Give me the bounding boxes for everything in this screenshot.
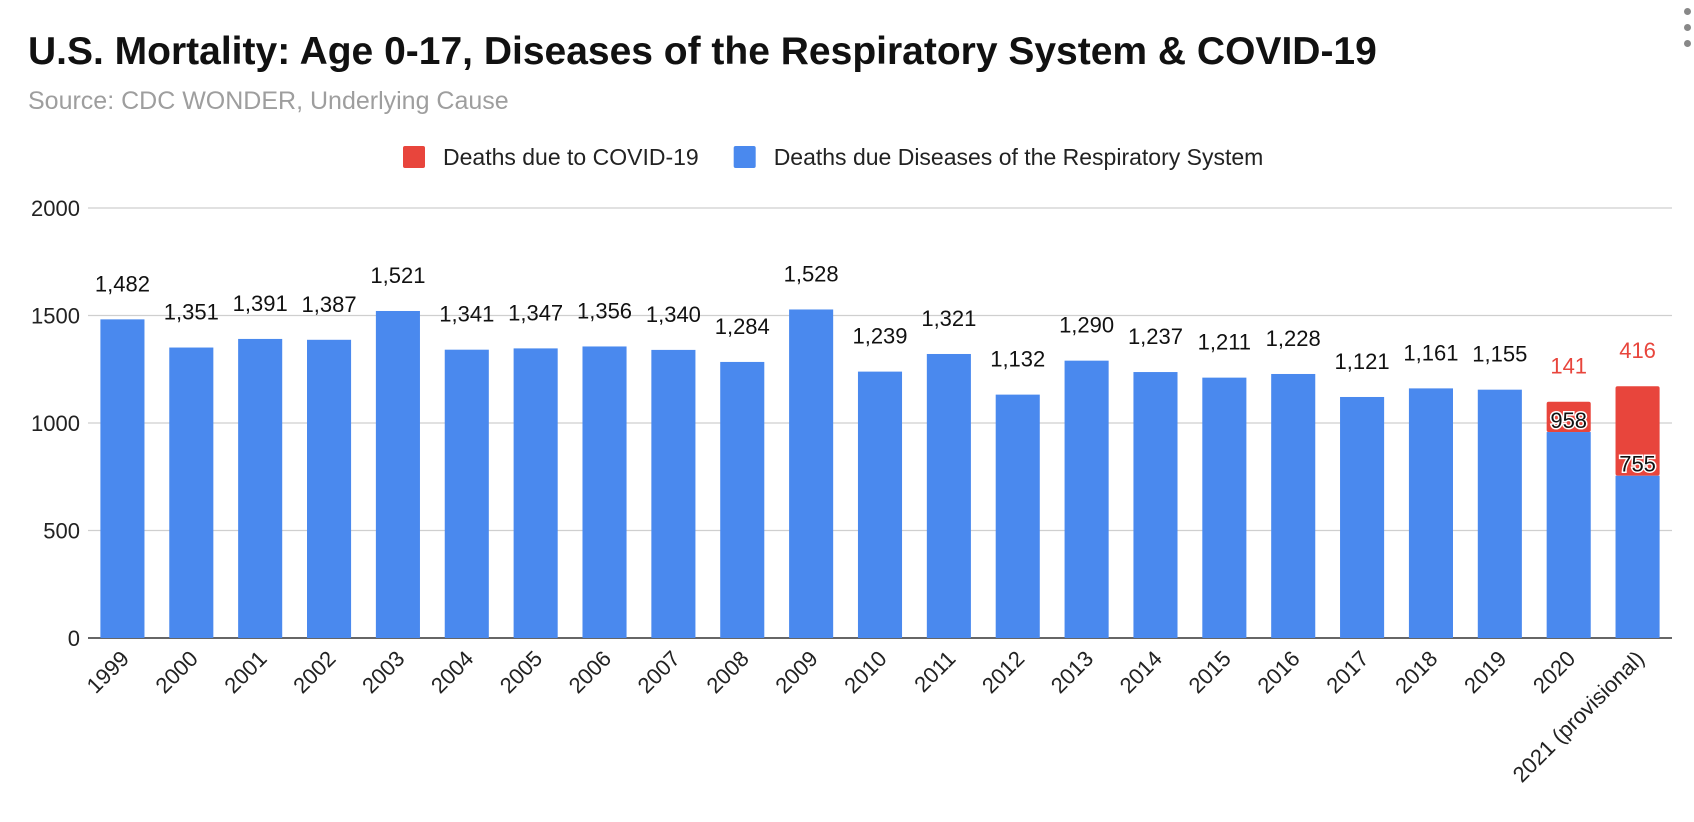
data-label-respiratory: 1,155 (1472, 342, 1527, 367)
legend-swatch (733, 146, 756, 168)
data-label-respiratory: 1,239 (852, 324, 907, 349)
data-label-respiratory: 1,482 (95, 271, 150, 296)
legend-label: Deaths due to COVID-19 (443, 144, 699, 170)
data-label-respiratory: 1,284 (715, 314, 770, 339)
bar-respiratory[interactable] (307, 339, 352, 638)
x-tick-label: 2010 (839, 646, 891, 698)
bar-respiratory[interactable] (651, 349, 696, 638)
data-label-respiratory: 1,290 (1059, 313, 1114, 338)
data-label-covid: 141 (1550, 354, 1587, 379)
bar-respiratory[interactable] (1271, 373, 1316, 638)
bar-respiratory[interactable] (720, 361, 765, 638)
data-label-respiratory: 1,211 (1198, 330, 1251, 355)
y-tick-label: 1000 (31, 411, 80, 436)
y-tick-label: 0 (68, 626, 80, 651)
legend-label: Deaths due Diseases of the Respiratory S… (774, 144, 1264, 170)
data-label-respiratory: 1,521 (370, 263, 425, 288)
y-axis: 0 500 1000 1500 2000 (31, 196, 80, 651)
data-label-covid: 416 (1619, 338, 1656, 363)
data-label-respiratory: 1,528 (784, 261, 839, 286)
data-label-respiratory: 1,228 (1266, 326, 1321, 351)
bar-respiratory[interactable] (582, 346, 627, 638)
bar-respiratory[interactable] (857, 371, 903, 638)
y-tick-label: 2000 (31, 196, 80, 221)
bar-respiratory[interactable] (1615, 475, 1660, 638)
more-options-icon[interactable] (1680, 6, 1694, 52)
x-tick-label: 2013 (1046, 646, 1098, 698)
data-label-respiratory: 1,132 (990, 347, 1045, 372)
x-tick-label: 2005 (495, 646, 547, 698)
bar-respiratory[interactable] (169, 347, 214, 638)
data-label-respiratory: 755 (1619, 452, 1656, 477)
bar-covid[interactable] (1546, 401, 1591, 433)
bar-respiratory[interactable] (1133, 372, 1178, 638)
bar-respiratory[interactable] (926, 353, 971, 638)
x-tick-label: 2003 (357, 646, 409, 698)
x-tick-label: 2020 (1528, 646, 1580, 698)
x-tick-label: 2008 (702, 646, 754, 698)
bars (100, 309, 1660, 638)
y-tick-label: 500 (43, 519, 80, 544)
data-label-respiratory: 958 (1550, 408, 1587, 433)
chart-subtitle: Source: CDC WONDER, Underlying Cause (28, 87, 509, 115)
x-tick-label: 2016 (1252, 646, 1304, 698)
data-label-respiratory: 1,351 (164, 300, 219, 325)
legend-swatch (403, 146, 425, 168)
bar-respiratory[interactable] (513, 348, 558, 638)
bar-respiratory[interactable] (375, 310, 420, 638)
y-tick-label: 1500 (31, 304, 80, 329)
bar-respiratory[interactable] (1202, 377, 1247, 638)
x-axis: 1999 2000 2001 2002 2003 2004 2005 2006 2007 2008… (82, 646, 1649, 787)
data-label-respiratory: 1,340 (646, 302, 701, 327)
x-tick-label: 2000 (151, 646, 203, 698)
x-tick-label: 2019 (1459, 646, 1511, 698)
bar-covid[interactable] (1615, 386, 1660, 476)
x-tick-label: 1999 (82, 646, 134, 698)
bar-respiratory[interactable] (1546, 432, 1591, 638)
bar-respiratory[interactable] (1064, 360, 1109, 638)
bar-respiratory[interactable] (1477, 389, 1522, 638)
x-tick-label: 2006 (564, 646, 616, 698)
data-label-respiratory: 1,391 (233, 291, 288, 316)
data-label-respiratory: 1,121 (1335, 349, 1390, 374)
bar-respiratory[interactable] (238, 338, 283, 638)
bar-respiratory[interactable] (444, 349, 489, 638)
x-tick-label: 2009 (770, 646, 822, 698)
x-tick-label: 2004 (426, 646, 478, 698)
data-label-respiratory: 1,387 (302, 292, 357, 317)
data-label-respiratory: 1,237 (1128, 324, 1183, 349)
data-label-respiratory: 1,161 (1403, 340, 1458, 365)
x-tick-label: 2011 (909, 646, 960, 697)
bar-respiratory[interactable] (1340, 396, 1385, 638)
data-label-respiratory: 1,347 (508, 300, 563, 325)
data-label-respiratory: 1,356 (577, 298, 632, 323)
x-tick-label: 2012 (977, 646, 1029, 698)
bar-respiratory[interactable] (100, 319, 145, 638)
x-tick-label: 2015 (1184, 646, 1236, 698)
x-tick-label: 2007 (633, 646, 685, 698)
data-label-respiratory: 1,341 (439, 302, 494, 327)
x-tick-label: 2018 (1390, 646, 1442, 698)
x-tick-label: 2021 (provisional) (1508, 646, 1649, 787)
bar-respiratory[interactable] (789, 309, 834, 638)
data-labels: 1,482 1,351 1,391 1,387 1,521 1,341 1,347 1,356… (95, 261, 1658, 478)
x-tick-label: 2014 (1115, 646, 1167, 698)
bar-respiratory[interactable] (1408, 388, 1453, 638)
x-tick-label: 2002 (288, 646, 340, 698)
bar-respiratory[interactable] (995, 394, 1040, 638)
x-tick-label: 2017 (1321, 646, 1373, 698)
legend: Deaths due to COVID-19 Deaths due Disease… (403, 144, 1263, 170)
chart-title: U.S. Mortality: Age 0-17, Diseases of th… (28, 30, 1377, 73)
x-tick-label: 2001 (219, 646, 271, 698)
data-label-respiratory: 1,321 (921, 306, 976, 331)
